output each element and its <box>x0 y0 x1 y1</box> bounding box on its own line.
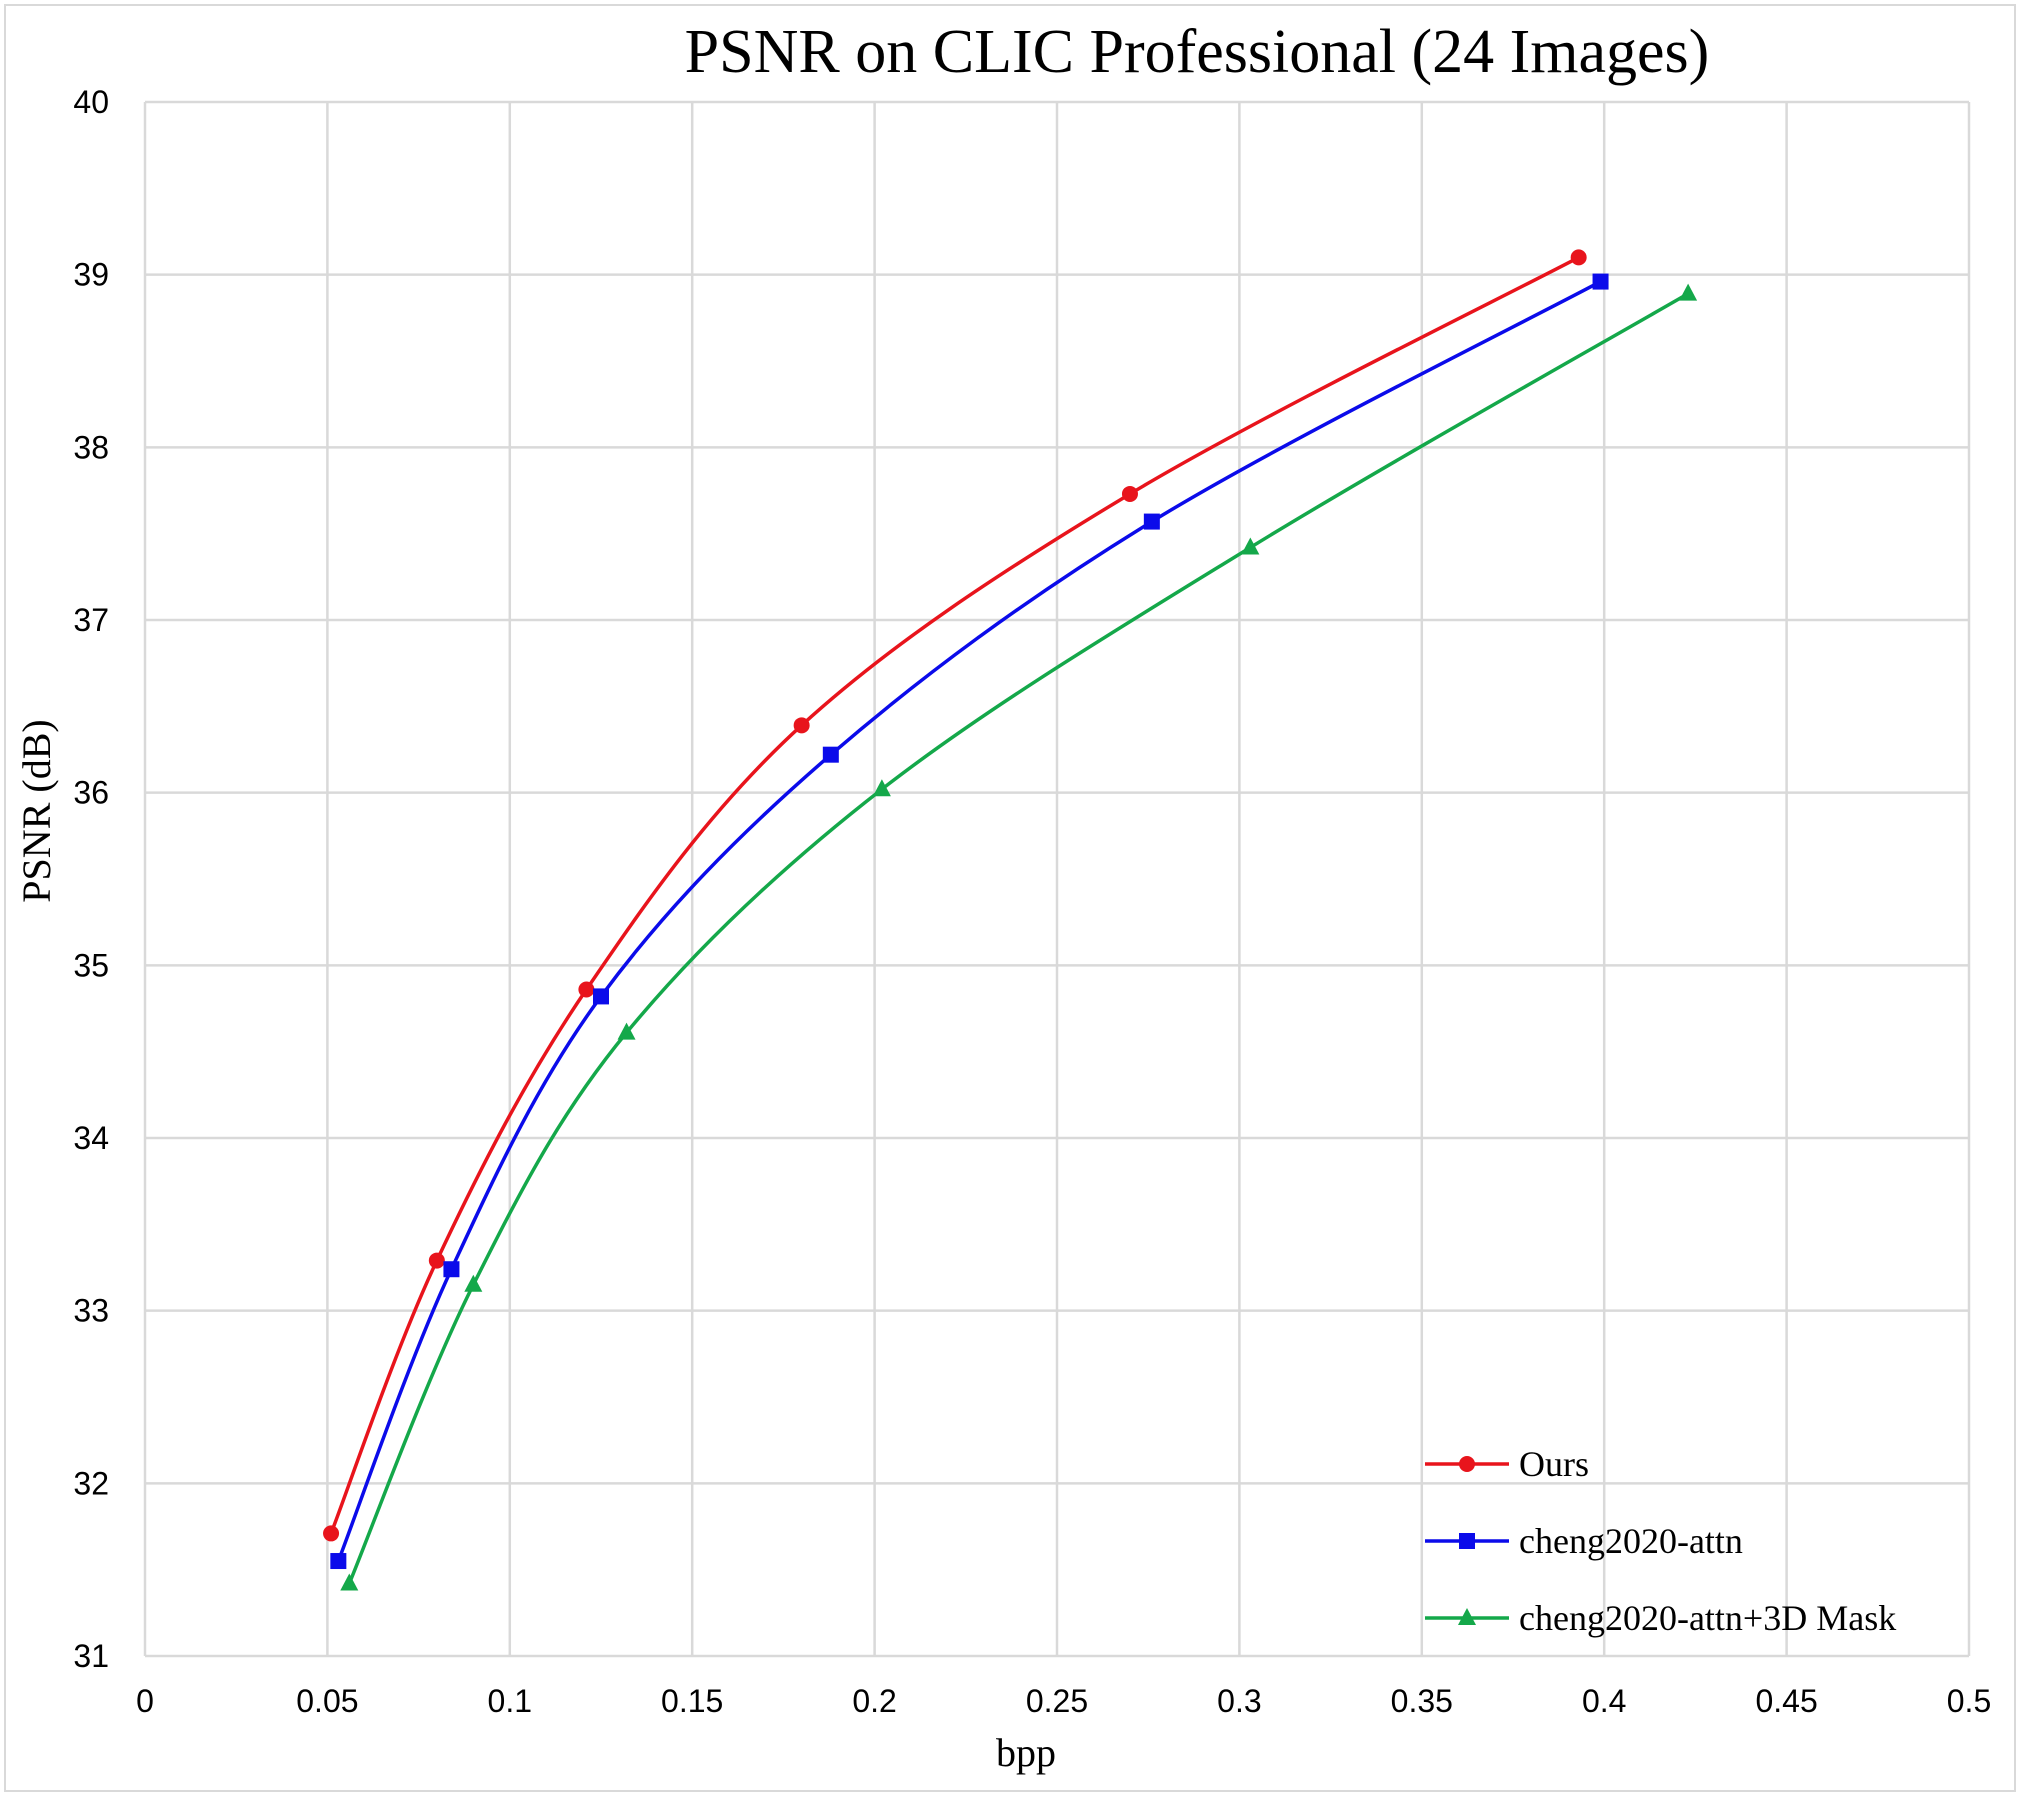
series-layer <box>323 249 1698 1591</box>
x-tick-label: 0.45 <box>1755 1683 1817 1719</box>
x-tick-labels: 0 0.05 0.1 0.15 0.2 0.25 0.3 0.35 0.4 0.45 0.5 <box>136 1683 1991 1719</box>
series-0-point-3 <box>793 717 810 734</box>
x-tick-label: 0.35 <box>1391 1683 1453 1719</box>
series-line-2 <box>347 292 1689 1585</box>
y-tick-label: 39 <box>73 257 109 293</box>
x-tick-label: 0.1 <box>488 1683 532 1719</box>
series-1-point-0 <box>330 1553 347 1570</box>
series-2-point-0 <box>340 1573 359 1591</box>
x-tick-label: 0 <box>136 1683 154 1719</box>
legend-label-2: cheng2020-attn+3D Mask <box>1519 1598 1896 1638</box>
series-0 <box>323 249 1587 1542</box>
series-0-point-0 <box>323 1525 340 1542</box>
series-2-point-4 <box>1241 537 1260 555</box>
y-tick-label: 36 <box>73 775 109 811</box>
y-tick-label: 32 <box>73 1465 109 1501</box>
series-0-point-5 <box>1570 249 1587 266</box>
series-line-0 <box>329 255 1580 1535</box>
y-tick-label: 35 <box>73 947 109 983</box>
series-1-point-1 <box>443 1261 460 1278</box>
y-tick-label: 40 <box>73 84 109 120</box>
series-0-point-1 <box>428 1252 445 1269</box>
y-tick-label: 34 <box>73 1120 109 1156</box>
legend-marker-2 <box>1458 1608 1476 1625</box>
x-tick-label: 0.4 <box>1582 1683 1626 1719</box>
x-tick-label: 0.15 <box>661 1683 723 1719</box>
x-tick-label: 0.05 <box>296 1683 358 1719</box>
legend-label-1: cheng2020-attn <box>1519 1521 1743 1561</box>
series-0-point-2 <box>578 981 595 998</box>
series-2-point-5 <box>1679 283 1698 301</box>
chart-frame <box>4 4 2016 1792</box>
legend-marker-0 <box>1459 1456 1475 1472</box>
y-tick-label: 33 <box>73 1293 109 1329</box>
y-tick-labels: 31 32 33 34 35 36 37 38 39 40 <box>73 84 109 1674</box>
y-tick-label: 31 <box>73 1638 109 1674</box>
series-2 <box>340 283 1698 1591</box>
y-tick-label: 37 <box>73 602 109 638</box>
series-1-point-4 <box>1143 513 1160 530</box>
series-2-point-2 <box>617 1022 636 1040</box>
series-2-point-1 <box>464 1274 483 1292</box>
legend-marker-1 <box>1459 1533 1475 1549</box>
x-tick-label: 0.2 <box>852 1683 896 1719</box>
series-1-point-3 <box>822 746 839 763</box>
series-2-point-3 <box>872 779 891 797</box>
legend-label-0: Ours <box>1519 1444 1589 1484</box>
series-line-1 <box>336 280 1602 1562</box>
chart-title: PSNR on CLIC Professional (24 Images) <box>685 18 1710 86</box>
series-0-point-4 <box>1121 485 1138 502</box>
legend: Ours cheng2020-attn cheng2020-attn+3D Mask <box>1425 1444 1896 1638</box>
x-tick-label: 0.3 <box>1217 1683 1261 1719</box>
series-1-point-5 <box>1592 273 1609 290</box>
y-tick-label: 38 <box>73 429 109 465</box>
grid-lines <box>143 100 1971 1658</box>
x-tick-label: 0.5 <box>1947 1683 1991 1719</box>
series-1-point-2 <box>593 988 609 1005</box>
y-axis-label: PSNR (dB) <box>14 719 59 902</box>
x-axis-label: bpp <box>996 1730 1056 1775</box>
series-1 <box>330 273 1609 1570</box>
x-tick-label: 0.25 <box>1026 1683 1088 1719</box>
